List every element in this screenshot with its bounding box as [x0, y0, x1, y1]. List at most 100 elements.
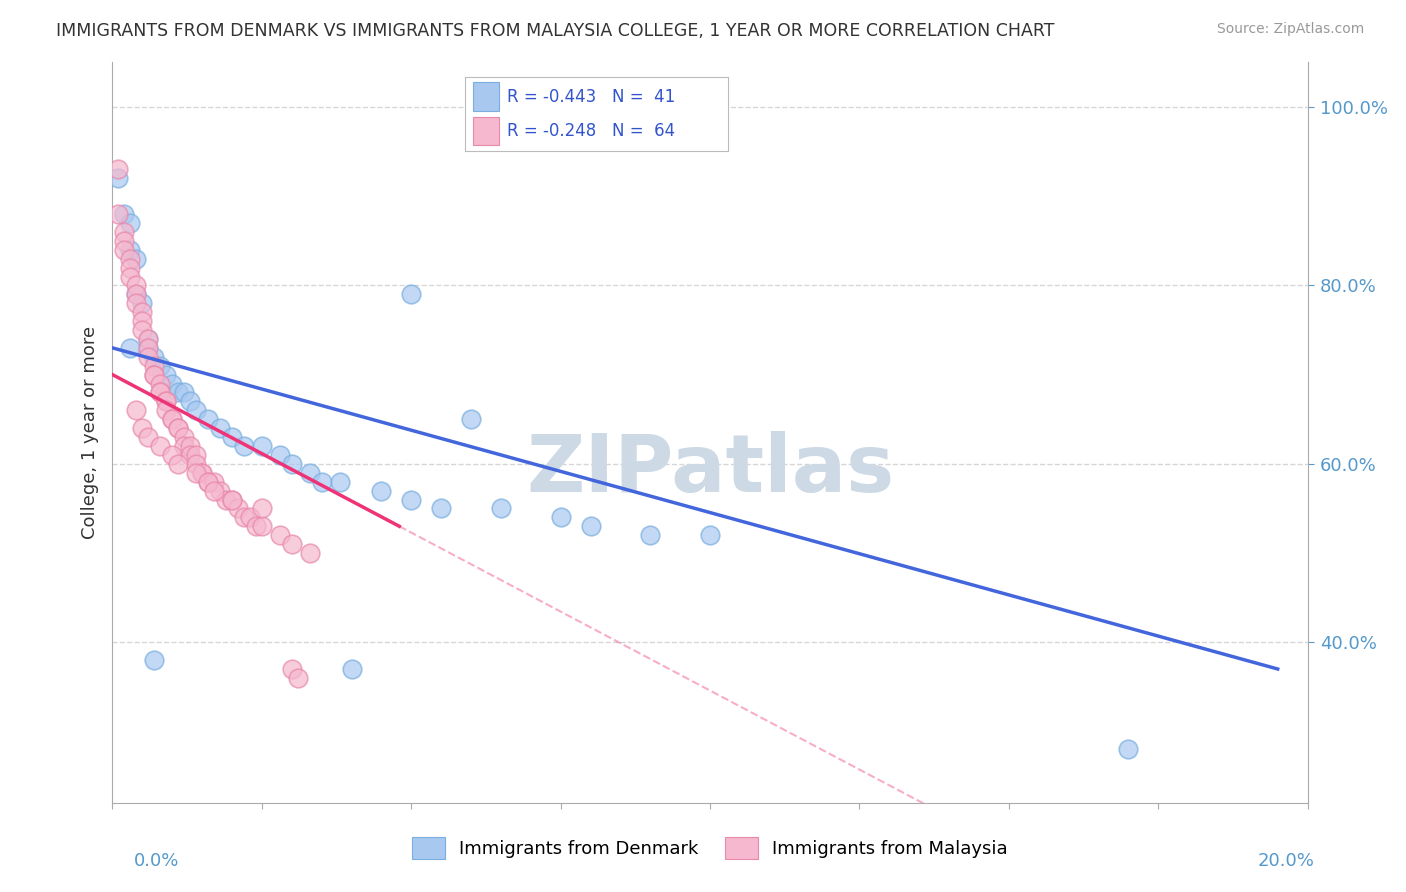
Point: [401, 287, 423, 301]
Point: [281, 662, 304, 676]
Text: IMMIGRANTS FROM DENMARK VS IMMIGRANTS FROM MALAYSIA COLLEGE, 1 YEAR OR MORE CORR: IMMIGRANTS FROM DENMARK VS IMMIGRANTS FR…: [56, 22, 1054, 40]
Point: [114, 243, 135, 257]
Point: [155, 368, 177, 382]
Point: [167, 421, 190, 435]
Point: [370, 483, 392, 498]
Point: [197, 475, 219, 489]
Point: [143, 350, 166, 364]
Point: [221, 492, 243, 507]
Point: [149, 385, 172, 400]
Point: [138, 430, 160, 444]
Point: [173, 430, 195, 444]
Point: [179, 448, 201, 462]
Point: [269, 448, 291, 462]
Point: [155, 394, 177, 409]
Point: [287, 671, 309, 685]
Text: ZIPatlas: ZIPatlas: [526, 431, 894, 508]
Point: [138, 332, 160, 346]
Point: [131, 421, 153, 435]
Legend: Immigrants from Denmark, Immigrants from Malaysia: Immigrants from Denmark, Immigrants from…: [404, 828, 1017, 868]
Point: [173, 385, 195, 400]
Point: [125, 252, 148, 266]
Point: [125, 296, 148, 310]
Point: [250, 501, 273, 516]
Point: [550, 510, 572, 524]
Point: [138, 341, 160, 355]
Point: [197, 412, 219, 426]
Point: [340, 662, 363, 676]
Text: Source: ZipAtlas.com: Source: ZipAtlas.com: [1216, 22, 1364, 37]
Point: [107, 207, 129, 221]
Point: [298, 466, 321, 480]
Point: [173, 439, 195, 453]
Point: [186, 448, 208, 462]
Point: [149, 359, 172, 373]
Point: [1118, 742, 1140, 756]
Point: [179, 439, 201, 453]
Point: [281, 537, 304, 551]
Point: [167, 457, 190, 471]
Point: [269, 528, 291, 542]
Point: [120, 341, 142, 355]
Point: [149, 376, 172, 391]
Point: [699, 528, 721, 542]
Point: [233, 439, 256, 453]
Point: [191, 466, 214, 480]
Point: [186, 403, 208, 417]
Point: [226, 501, 249, 516]
Point: [245, 519, 267, 533]
Point: [329, 475, 352, 489]
Point: [209, 421, 232, 435]
Point: [143, 368, 166, 382]
Point: [114, 225, 135, 239]
Text: 0.0%: 0.0%: [134, 852, 179, 870]
Point: [579, 519, 602, 533]
Point: [401, 492, 423, 507]
Point: [186, 466, 208, 480]
Point: [460, 412, 482, 426]
Point: [239, 510, 262, 524]
Point: [107, 171, 129, 186]
Point: [179, 394, 201, 409]
Point: [149, 385, 172, 400]
Point: [167, 385, 190, 400]
Point: [197, 475, 219, 489]
Point: [215, 492, 238, 507]
Point: [209, 483, 232, 498]
Point: [131, 305, 153, 319]
Point: [107, 162, 129, 177]
Point: [125, 403, 148, 417]
Point: [114, 207, 135, 221]
Point: [138, 332, 160, 346]
Y-axis label: College, 1 year or more: College, 1 year or more: [80, 326, 98, 539]
Point: [162, 376, 183, 391]
Point: [221, 430, 243, 444]
Point: [162, 412, 183, 426]
Point: [131, 323, 153, 337]
Point: [311, 475, 333, 489]
Point: [120, 260, 142, 275]
Point: [131, 314, 153, 328]
Point: [489, 501, 512, 516]
Point: [250, 519, 273, 533]
Point: [298, 546, 321, 560]
Point: [131, 296, 153, 310]
Point: [186, 457, 208, 471]
Point: [155, 394, 177, 409]
Point: [149, 439, 172, 453]
Point: [162, 412, 183, 426]
Point: [281, 457, 304, 471]
Point: [202, 475, 225, 489]
Point: [120, 269, 142, 284]
Point: [430, 501, 453, 516]
Point: [125, 287, 148, 301]
Point: [120, 243, 142, 257]
Point: [143, 368, 166, 382]
Point: [120, 216, 142, 230]
Point: [138, 350, 160, 364]
Point: [114, 234, 135, 248]
Point: [143, 653, 166, 667]
Point: [221, 492, 243, 507]
Point: [640, 528, 662, 542]
Point: [250, 439, 273, 453]
